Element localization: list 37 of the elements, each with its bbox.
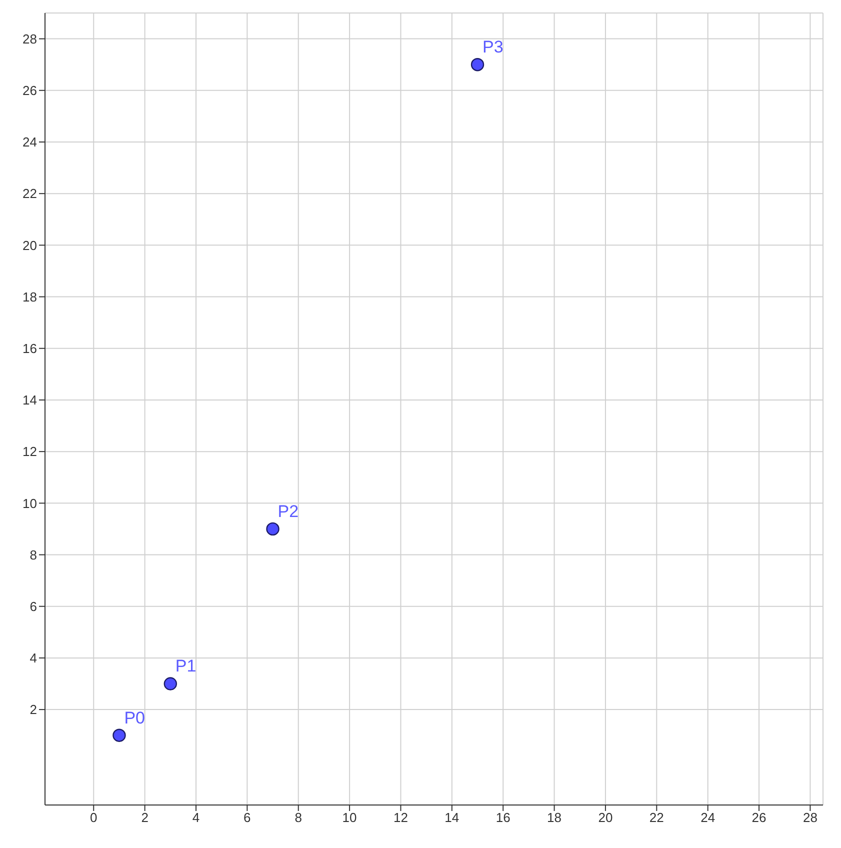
point bbox=[112, 728, 126, 742]
y-tick-label: 26 bbox=[22, 83, 37, 98]
x-tick-label: 0 bbox=[90, 810, 98, 826]
x-tick-label: 12 bbox=[393, 810, 408, 826]
y-tick-label: 24 bbox=[22, 134, 37, 150]
y-tick-label: 6 bbox=[30, 598, 37, 614]
x-tick-label: 8 bbox=[294, 810, 302, 826]
y-tick-label: 8 bbox=[30, 547, 37, 562]
y-tick-label: 10 bbox=[22, 496, 37, 511]
y-tick-label: 4 bbox=[30, 650, 37, 666]
x-tick-label: 20 bbox=[598, 810, 613, 826]
y-tick-label: 28 bbox=[22, 31, 37, 46]
x-tick-label: 26 bbox=[752, 810, 766, 826]
x-tick-label: 24 bbox=[700, 810, 716, 826]
annotation: P3 bbox=[482, 38, 504, 57]
y-tick-label: 18 bbox=[22, 289, 37, 304]
annotation: P1 bbox=[175, 656, 196, 676]
y-tick-label: 2 bbox=[30, 702, 37, 718]
x-tick-label: 2 bbox=[141, 810, 148, 826]
x-tick-label: 14 bbox=[444, 810, 460, 826]
y-tick-label: 20 bbox=[22, 238, 37, 253]
x-tick-label: 10 bbox=[342, 810, 357, 826]
point bbox=[266, 522, 280, 536]
x-tick-label: 18 bbox=[547, 810, 562, 826]
y-tick-label: 22 bbox=[22, 186, 37, 202]
annotation: P0 bbox=[124, 708, 146, 728]
x-tick-label: 4 bbox=[192, 810, 200, 826]
point bbox=[470, 58, 484, 72]
x-tick-label: 16 bbox=[496, 810, 510, 826]
x-tick-label: 6 bbox=[244, 810, 251, 826]
x-tick-label: 28 bbox=[802, 810, 818, 826]
y-tick-label: 16 bbox=[22, 340, 37, 356]
x-tick-label: 22 bbox=[649, 810, 664, 826]
point bbox=[164, 677, 177, 690]
y-tick-label: 12 bbox=[22, 444, 37, 460]
y-tick-label: 14 bbox=[22, 392, 37, 408]
annotation: P2 bbox=[278, 502, 299, 521]
